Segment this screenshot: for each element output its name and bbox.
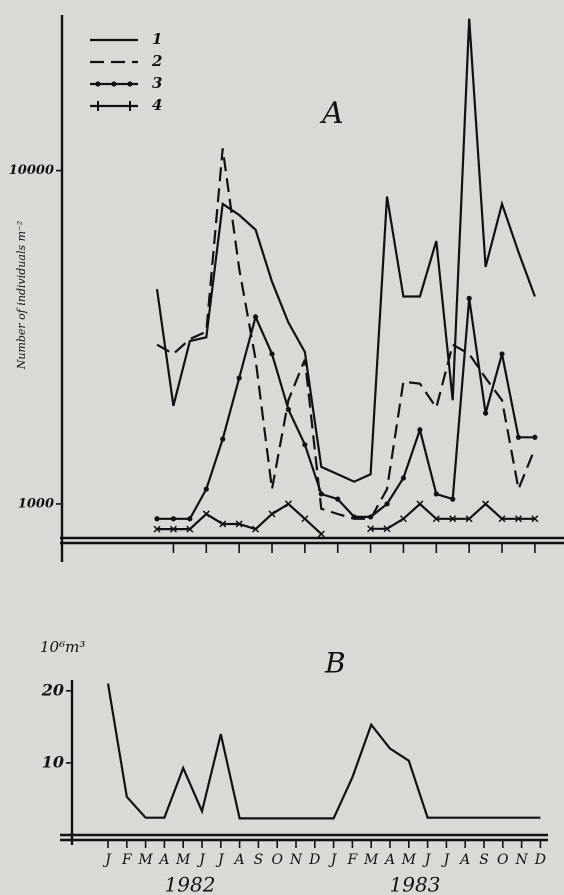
legend-marker — [95, 81, 101, 87]
series-line — [157, 298, 535, 520]
marker — [499, 351, 505, 357]
marker — [531, 515, 539, 523]
y-tick-label: 20 — [41, 680, 64, 699]
year-label: 1982 — [165, 873, 216, 895]
marker — [220, 436, 226, 442]
marker — [466, 295, 472, 301]
x-tick-label: M — [401, 852, 417, 868]
marker — [268, 510, 276, 518]
x-tick-label: J — [441, 852, 451, 868]
marker — [399, 515, 407, 523]
x-tick-label: S — [479, 852, 489, 868]
marker — [301, 515, 309, 523]
x-tick-label: O — [271, 852, 283, 868]
marker — [400, 475, 407, 481]
marker — [482, 500, 490, 508]
marker — [351, 514, 357, 520]
legend-label: 4 — [152, 96, 162, 114]
marker — [417, 427, 423, 433]
marker — [269, 351, 275, 357]
marker — [318, 491, 324, 497]
x-tick-label: M — [137, 852, 153, 868]
marker — [153, 525, 161, 533]
x-tick-label: N — [289, 852, 303, 868]
marker — [514, 515, 522, 523]
marker — [335, 496, 341, 502]
marker — [302, 442, 308, 448]
x-tick-label: S — [254, 852, 264, 868]
x-tick-label: A — [458, 852, 470, 868]
x-tick-label: J — [422, 852, 432, 868]
marker — [416, 500, 424, 508]
marker — [384, 501, 390, 507]
x-tick-label: O — [497, 852, 509, 868]
marker — [202, 510, 210, 518]
y-axis-label: Number of individuals m⁻² — [15, 221, 28, 371]
marker — [285, 406, 292, 413]
y-axis-label: 10⁶m³ — [40, 638, 85, 656]
x-tick-label: A — [383, 852, 395, 868]
marker — [450, 496, 456, 502]
marker — [515, 434, 522, 440]
x-tick-label: J — [215, 852, 225, 868]
x-tick-label: A — [157, 852, 169, 868]
x-tick-label: A — [233, 852, 245, 868]
series-line — [106, 683, 541, 820]
x-tick-label: F — [121, 852, 133, 868]
x-tick-label: F — [347, 852, 359, 868]
marker — [203, 486, 209, 492]
marker — [154, 516, 160, 522]
x-tick-label: J — [196, 852, 206, 868]
series-line — [155, 18, 536, 483]
x-tick-label: J — [328, 852, 338, 868]
x-tick-label: D — [308, 852, 320, 868]
x-tick-label: M — [363, 852, 379, 868]
x-tick-label: D — [534, 852, 546, 868]
marker — [449, 515, 457, 523]
marker — [532, 434, 538, 440]
legend-label: 1 — [152, 30, 162, 48]
marker — [219, 520, 227, 528]
marker — [252, 314, 259, 320]
y-tick-label: 10000 — [9, 163, 54, 178]
series-line — [156, 148, 536, 520]
year-label: 1983 — [390, 873, 441, 895]
legend-label: 2 — [151, 52, 162, 70]
legend-marker — [127, 81, 133, 87]
y-tick-label: 10 — [42, 752, 64, 771]
marker — [186, 525, 194, 533]
x-tick-label: J — [102, 852, 112, 868]
marker — [433, 491, 439, 497]
marker — [432, 515, 440, 523]
marker — [383, 525, 391, 533]
marker — [236, 375, 242, 381]
x-tick-label: M — [175, 852, 191, 868]
marker — [170, 516, 177, 522]
marker — [498, 515, 506, 523]
panel-a-title: A — [319, 96, 344, 131]
marker — [367, 525, 375, 533]
marker — [317, 530, 325, 538]
legend-label: 3 — [152, 74, 162, 92]
marker — [252, 525, 260, 533]
marker — [187, 516, 193, 522]
x-tick-label: N — [514, 852, 528, 868]
marker — [367, 514, 374, 520]
marker — [235, 520, 243, 528]
legend-marker — [111, 81, 117, 87]
marker — [169, 525, 177, 533]
marker — [284, 500, 292, 508]
y-tick-label: 1000 — [18, 496, 54, 511]
marker — [483, 410, 489, 416]
panel-b-title: B — [324, 647, 346, 680]
marker — [465, 515, 473, 523]
